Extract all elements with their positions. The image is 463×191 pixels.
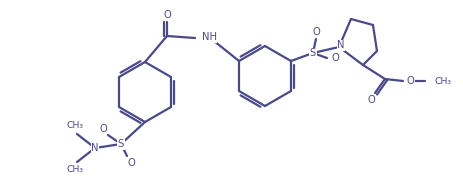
Text: O: O: [366, 95, 374, 105]
Text: S: S: [309, 48, 315, 58]
Text: O: O: [406, 76, 414, 86]
Text: S: S: [118, 139, 124, 149]
Text: NH: NH: [201, 32, 217, 42]
Text: CH₃: CH₃: [434, 77, 451, 86]
Text: O: O: [312, 27, 319, 37]
Text: O: O: [99, 124, 106, 134]
Text: O: O: [331, 53, 338, 63]
Text: O: O: [163, 10, 170, 20]
Text: CH₃: CH₃: [66, 165, 83, 175]
Text: O: O: [127, 158, 135, 168]
Text: CH₃: CH₃: [66, 121, 83, 130]
Text: N: N: [91, 143, 99, 153]
Text: N: N: [337, 40, 344, 50]
